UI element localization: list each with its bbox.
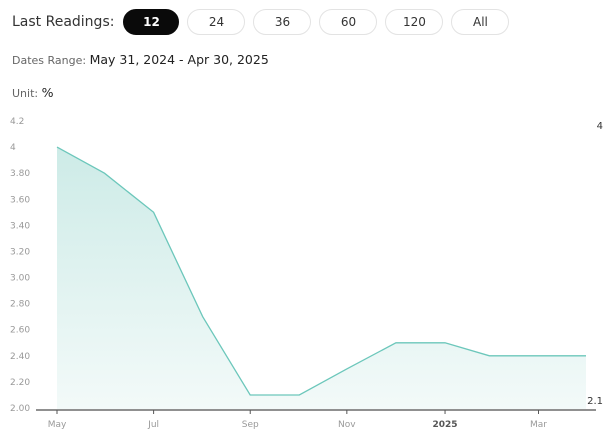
series-area-fill: [57, 147, 586, 409]
readings-button-group: 12 24 36 60 120 All: [123, 9, 510, 35]
dates-range-label: Dates Range:: [12, 54, 87, 67]
data-point: [394, 341, 398, 345]
data-point: [201, 315, 205, 319]
series-line: [56, 146, 586, 396]
readings-24-button[interactable]: 24: [187, 9, 246, 35]
y-tick-label: 3.20: [10, 247, 30, 257]
y-axis: 2.00 2.20 2.40 2.60 2.80 3.00 3.20 3.40 3.60 3.80…: [10, 117, 30, 414]
data-point: [103, 171, 107, 175]
y-tick-label: 2.20: [10, 378, 30, 388]
last-readings-label: Last Readings:: [12, 14, 115, 30]
unit-label: Unit:: [12, 87, 39, 100]
x-tick-label: May: [48, 420, 67, 430]
data-point: [536, 354, 540, 358]
y-tick-label: 2.80: [10, 300, 30, 310]
x-tick-label: Sep: [242, 420, 259, 430]
y-tick-label: 4: [10, 143, 16, 153]
x-tick-label: Nov: [338, 420, 356, 430]
y-tick-label: 3.60: [10, 195, 30, 205]
dates-range-value: May 31, 2024 - Apr 30, 2025: [89, 52, 269, 67]
readings-120-button[interactable]: 120: [385, 9, 444, 35]
y-tick-label: 3.00: [10, 274, 30, 284]
data-point: [297, 393, 301, 397]
readings-12-button[interactable]: 12: [123, 9, 180, 35]
max-value-label: 4: [597, 121, 603, 132]
data-point: [443, 341, 447, 345]
data-point: [55, 145, 59, 149]
readings-all-button[interactable]: All: [451, 9, 510, 35]
y-tick-label: 3.80: [10, 169, 30, 179]
y-tick-label: 4.2: [10, 117, 24, 127]
data-point: [345, 367, 349, 371]
dates-range: Dates Range: May 31, 2024 - Apr 30, 2025: [12, 52, 269, 67]
y-tick-label: 2.00: [10, 404, 30, 414]
data-point: [584, 354, 588, 358]
x-axis: May Jul Sep Nov 2025 Mar: [48, 410, 547, 430]
x-tick-label: Jul: [147, 420, 159, 430]
min-value-label: 2.1: [587, 396, 603, 407]
unit-info: Unit: %: [12, 85, 54, 100]
readings-36-button[interactable]: 36: [253, 9, 312, 35]
y-tick-label: 2.60: [10, 326, 30, 336]
data-point: [487, 354, 491, 358]
x-tick-label: 2025: [433, 420, 458, 430]
data-point: [248, 393, 252, 397]
last-readings-bar: Last Readings: 12 24 36 60 120 All: [12, 8, 510, 36]
readings-60-button[interactable]: 60: [319, 9, 378, 35]
y-tick-label: 2.40: [10, 352, 30, 362]
y-tick-label: 3.40: [10, 221, 30, 231]
x-tick-label: Mar: [530, 420, 547, 430]
unit-value: %: [41, 85, 54, 100]
data-point: [152, 210, 156, 214]
